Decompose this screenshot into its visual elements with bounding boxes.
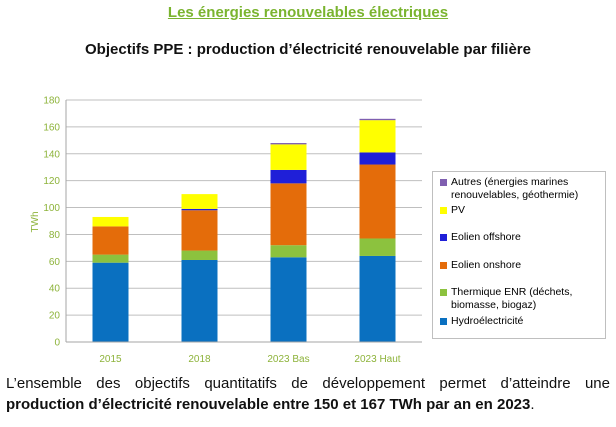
legend-label: PV [451,204,466,216]
legend-swatch [440,262,447,269]
bar-segment [181,259,218,342]
legend-label: Hydroélectricité [451,315,524,327]
bar-segment [359,152,396,165]
legend-label: Eolien offshore [451,231,521,243]
chart-legend: Autres (énergies marines renouvelables, … [432,171,606,339]
bar-segment [181,250,218,260]
bar-segment [181,194,218,209]
caption-part1: L’ensemble des objectifs quantitatifs de… [6,375,610,392]
legend-swatch [440,234,447,241]
legend-item-hydroelectricite: Hydroélectricité [440,315,601,328]
y-tick-label: 160 [43,122,60,133]
bar-segment [92,262,129,342]
y-tick-label: 120 [43,176,60,187]
x-tick-label: 2023 Bas [267,354,309,365]
x-tick-label: 2015 [99,354,122,365]
legend-swatch [440,289,447,296]
bar-segment [181,210,218,251]
bar-segment [359,255,396,342]
y-tick-label: 0 [54,338,60,349]
caption-part2: . [530,396,535,413]
bar-segment [359,164,396,239]
y-axis-label: TWh [30,211,41,232]
bar-segment [270,143,307,145]
caption-bold: production d’électricité renouvelable en… [6,396,531,413]
bar-segment [359,238,396,256]
bar-segment [270,169,307,184]
x-tick-label: 2023 Haut [354,354,400,365]
bar-segment [181,208,218,211]
bar-segment [270,257,307,342]
x-tick-labels: 2015 2018 2023 Bas 2023 Haut [99,354,400,365]
legend-label: Autres (énergies marines renouvelables, … [451,176,579,201]
y-tick-label: 80 [49,230,61,241]
chart-title: Objectifs PPE : production d’électricité… [85,41,531,58]
y-tick-label: 40 [49,284,61,295]
y-tick-labels: 0 20 40 60 80 100 120 140 160 180 [43,96,60,349]
bar-segment [270,144,307,170]
legend-item-pv: PV [440,204,601,217]
legend-swatch [440,318,447,325]
caption-text: L’ensemble des objectifs quantitatifs de… [6,373,610,415]
bar-segment [270,183,307,246]
legend-swatch [440,207,447,214]
x-tick-label: 2018 [188,354,211,365]
bar-segment [92,216,129,227]
legend-item-autres: Autres (énergies marines renouvelables, … [440,176,601,202]
y-tick-label: 180 [43,96,60,107]
bar-segment [359,118,396,121]
y-tick-label: 140 [43,149,60,160]
legend-label: Thermique ENR (déchets, biomasse, biogaz… [451,286,573,311]
stacked-bar-chart: 0 20 40 60 80 100 120 140 160 180 TWh 2015 2018 202… [30,96,422,365]
bars [92,118,396,342]
legend-label: Eolien onshore [451,259,522,271]
bar-segment [92,226,129,255]
y-tick-label: 60 [49,257,61,268]
legend-item-thermique-enr: Thermique ENR (déchets, biomasse, biogaz… [440,286,601,312]
bar-segment [92,254,129,263]
legend-item-eolien-onshore: Eolien onshore [440,259,601,272]
page-heading: Les énergies renouvelables électriques [167,4,449,21]
y-tick-label: 100 [43,203,60,214]
y-tick-label: 20 [49,311,61,322]
legend-swatch [440,179,447,186]
legend-item-eolien-offshore: Eolien offshore [440,231,601,244]
bar-segment [270,245,307,258]
bar-segment [359,120,396,153]
